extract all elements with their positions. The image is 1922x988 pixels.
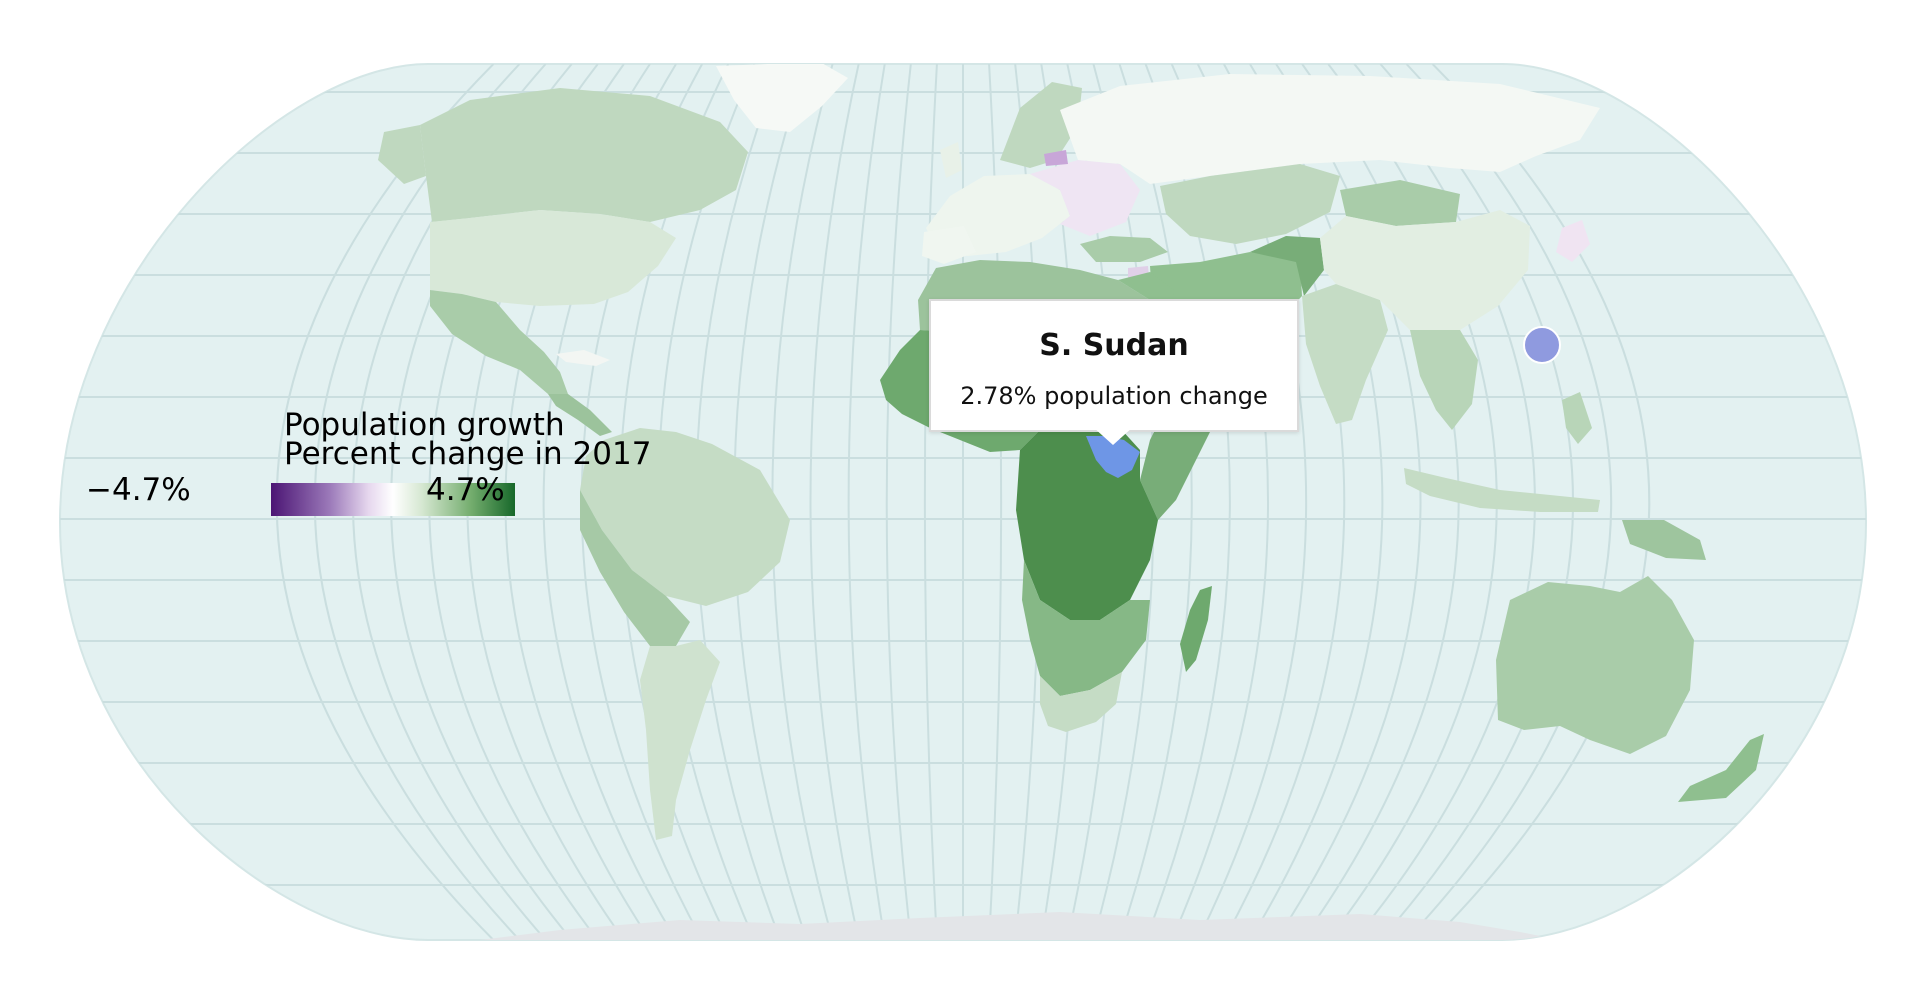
madagascar-region[interactable] <box>1180 586 1212 672</box>
meridian-line <box>1405 64 1613 940</box>
indonesia-region[interactable] <box>1404 468 1600 512</box>
pacific-marker[interactable] <box>1523 326 1561 364</box>
central-asia-region[interactable] <box>1160 164 1340 244</box>
antarctica-region <box>480 912 1560 940</box>
meridian-line <box>809 64 860 940</box>
tooltip-value-text: 2.78% population change <box>960 382 1268 410</box>
usa-region[interactable] <box>430 210 676 306</box>
legend-subtitle: Percent change in 2017 <box>284 436 652 472</box>
tooltip-country-name: S. Sudan <box>1039 328 1189 363</box>
meridian-line <box>1118 64 1193 940</box>
alaska-region[interactable] <box>378 125 426 184</box>
legend-title: Population growth <box>284 407 565 443</box>
eastern-europe-region[interactable] <box>1030 160 1140 236</box>
southeast-asia-region[interactable] <box>1410 330 1478 430</box>
meridian-line <box>847 64 886 940</box>
papua-region[interactable] <box>1622 520 1706 560</box>
legend-max-label: 4.7% <box>426 472 505 508</box>
tooltip-pointer <box>1093 427 1133 445</box>
philippines-region[interactable] <box>1562 392 1592 444</box>
japan-region[interactable] <box>1556 220 1590 262</box>
legend-color-scale <box>271 483 515 516</box>
australia-region[interactable] <box>1496 576 1694 754</box>
greenland-region[interactable] <box>716 62 848 132</box>
cuba-region[interactable] <box>556 350 610 366</box>
south-sudan-highlight[interactable] <box>1086 436 1140 478</box>
canada-region[interactable] <box>420 88 748 222</box>
india-region[interactable] <box>1302 284 1388 424</box>
south-america-north[interactable] <box>580 428 790 606</box>
china-region[interactable] <box>1320 210 1530 330</box>
uk-region[interactable] <box>940 142 962 178</box>
new-zealand-region[interactable] <box>1678 734 1764 802</box>
central-america-region[interactable] <box>548 394 612 436</box>
meridian-line <box>923 64 938 940</box>
south-africa-region[interactable] <box>1040 672 1122 732</box>
mexico-region[interactable] <box>430 290 568 394</box>
country-tooltip: S. Sudan 2.78% population change <box>929 299 1299 432</box>
south-america-south[interactable] <box>640 640 720 840</box>
peru-bolivia-region[interactable] <box>580 490 690 646</box>
southern-africa-north-region[interactable] <box>1022 560 1150 696</box>
meridian-line <box>885 64 912 940</box>
russia-region[interactable] <box>1060 74 1600 184</box>
legend-min-label: −4.7% <box>86 472 191 508</box>
meridian-line <box>1431 64 1651 940</box>
mongolia-region[interactable] <box>1340 180 1460 226</box>
iberia-region[interactable] <box>922 226 976 264</box>
scandinavia-region[interactable] <box>1000 82 1082 168</box>
turkey-region[interactable] <box>1080 236 1168 262</box>
afghanistan-region[interactable] <box>1250 236 1324 296</box>
baltic-region[interactable] <box>1044 150 1068 166</box>
